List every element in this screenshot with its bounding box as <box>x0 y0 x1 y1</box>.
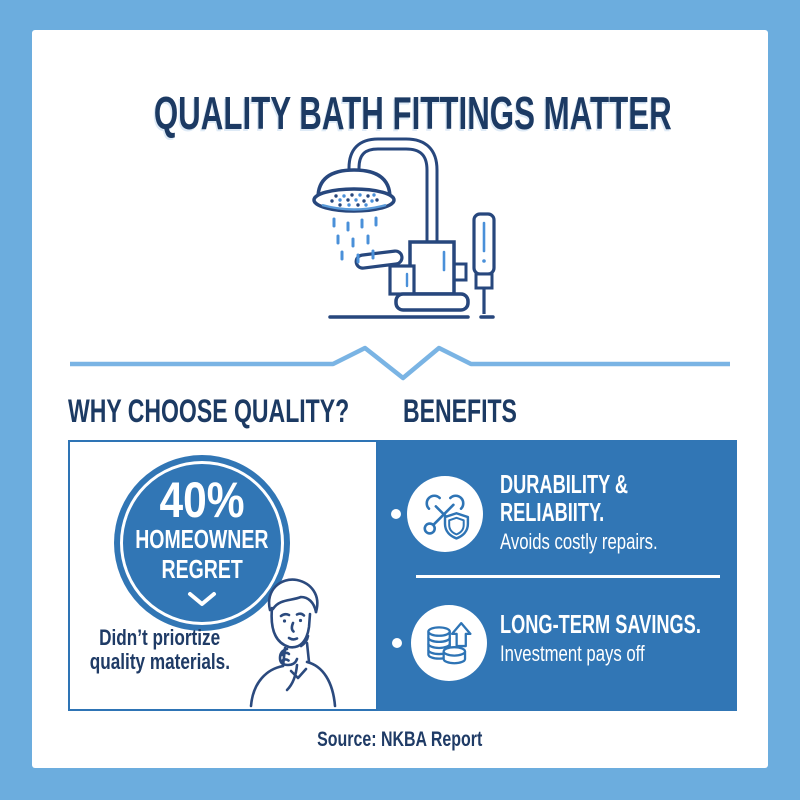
zigzag-divider <box>70 345 730 381</box>
chevron-down-icon <box>188 591 216 606</box>
benefit-subtitle: Investment pays off <box>500 641 645 667</box>
benefit-title: LONG-TERM SAVINGS. <box>500 609 701 639</box>
benefit-item-savings: LONG-TERM SAVINGS. Investment pays off <box>500 610 732 666</box>
shower-faucet-illustration <box>278 124 513 329</box>
page-title: QUALITY BATH FITTINGS MATTER <box>32 86 768 140</box>
thinking-person-icon <box>249 578 337 708</box>
why-section-heading: WHY CHOOSE QUALITY? <box>68 393 350 429</box>
why-caption-line2: quality materials. <box>89 649 231 675</box>
benefits-panel: DURABILITY & RELIABIITY. Avoids costly r… <box>378 440 737 711</box>
benefit-item-durability: DURABILITY & RELIABIITY. Avoids costly r… <box>500 470 732 554</box>
benefit-title: DURABILITY & RELIABIITY. <box>500 469 629 528</box>
content-panels: 40% HOMEOWNER REGRET Didn’t priortize qu… <box>68 440 737 711</box>
bullet-dot <box>392 638 402 648</box>
why-caption: Didn’t priortize quality materials. <box>70 625 250 675</box>
wrench-shield-icon <box>423 494 470 540</box>
benefits-divider <box>416 575 720 578</box>
stat-label-line2: REGRET <box>161 553 243 584</box>
benefit-icon-circle <box>411 605 487 681</box>
why-panel: 40% HOMEOWNER REGRET Didn’t priortize qu… <box>68 440 378 711</box>
coins-up-arrow-icon <box>427 622 472 665</box>
thinking-person-illustration <box>243 570 343 708</box>
benefits-section-heading: BENEFITS <box>403 393 517 429</box>
stat-circle: 40% HOMEOWNER REGRET <box>114 455 290 631</box>
source-note: Source: NKBA Report <box>317 728 483 751</box>
infographic-card: QUALITY BATH FITTINGS MATTER <box>32 30 768 768</box>
why-caption-line1: Didn’t priortize <box>99 625 221 650</box>
benefit-icon-circle <box>407 476 483 552</box>
page-title-text: QUALITY BATH FITTINGS MATTER <box>153 87 672 139</box>
stat-value: 40% <box>159 472 245 528</box>
bullet-dot <box>391 509 401 519</box>
benefit-subtitle: Avoids costly repairs. <box>500 529 658 555</box>
shower-faucet-icon <box>312 137 496 319</box>
stat-label-line1: HOMEOWNER <box>135 524 269 554</box>
